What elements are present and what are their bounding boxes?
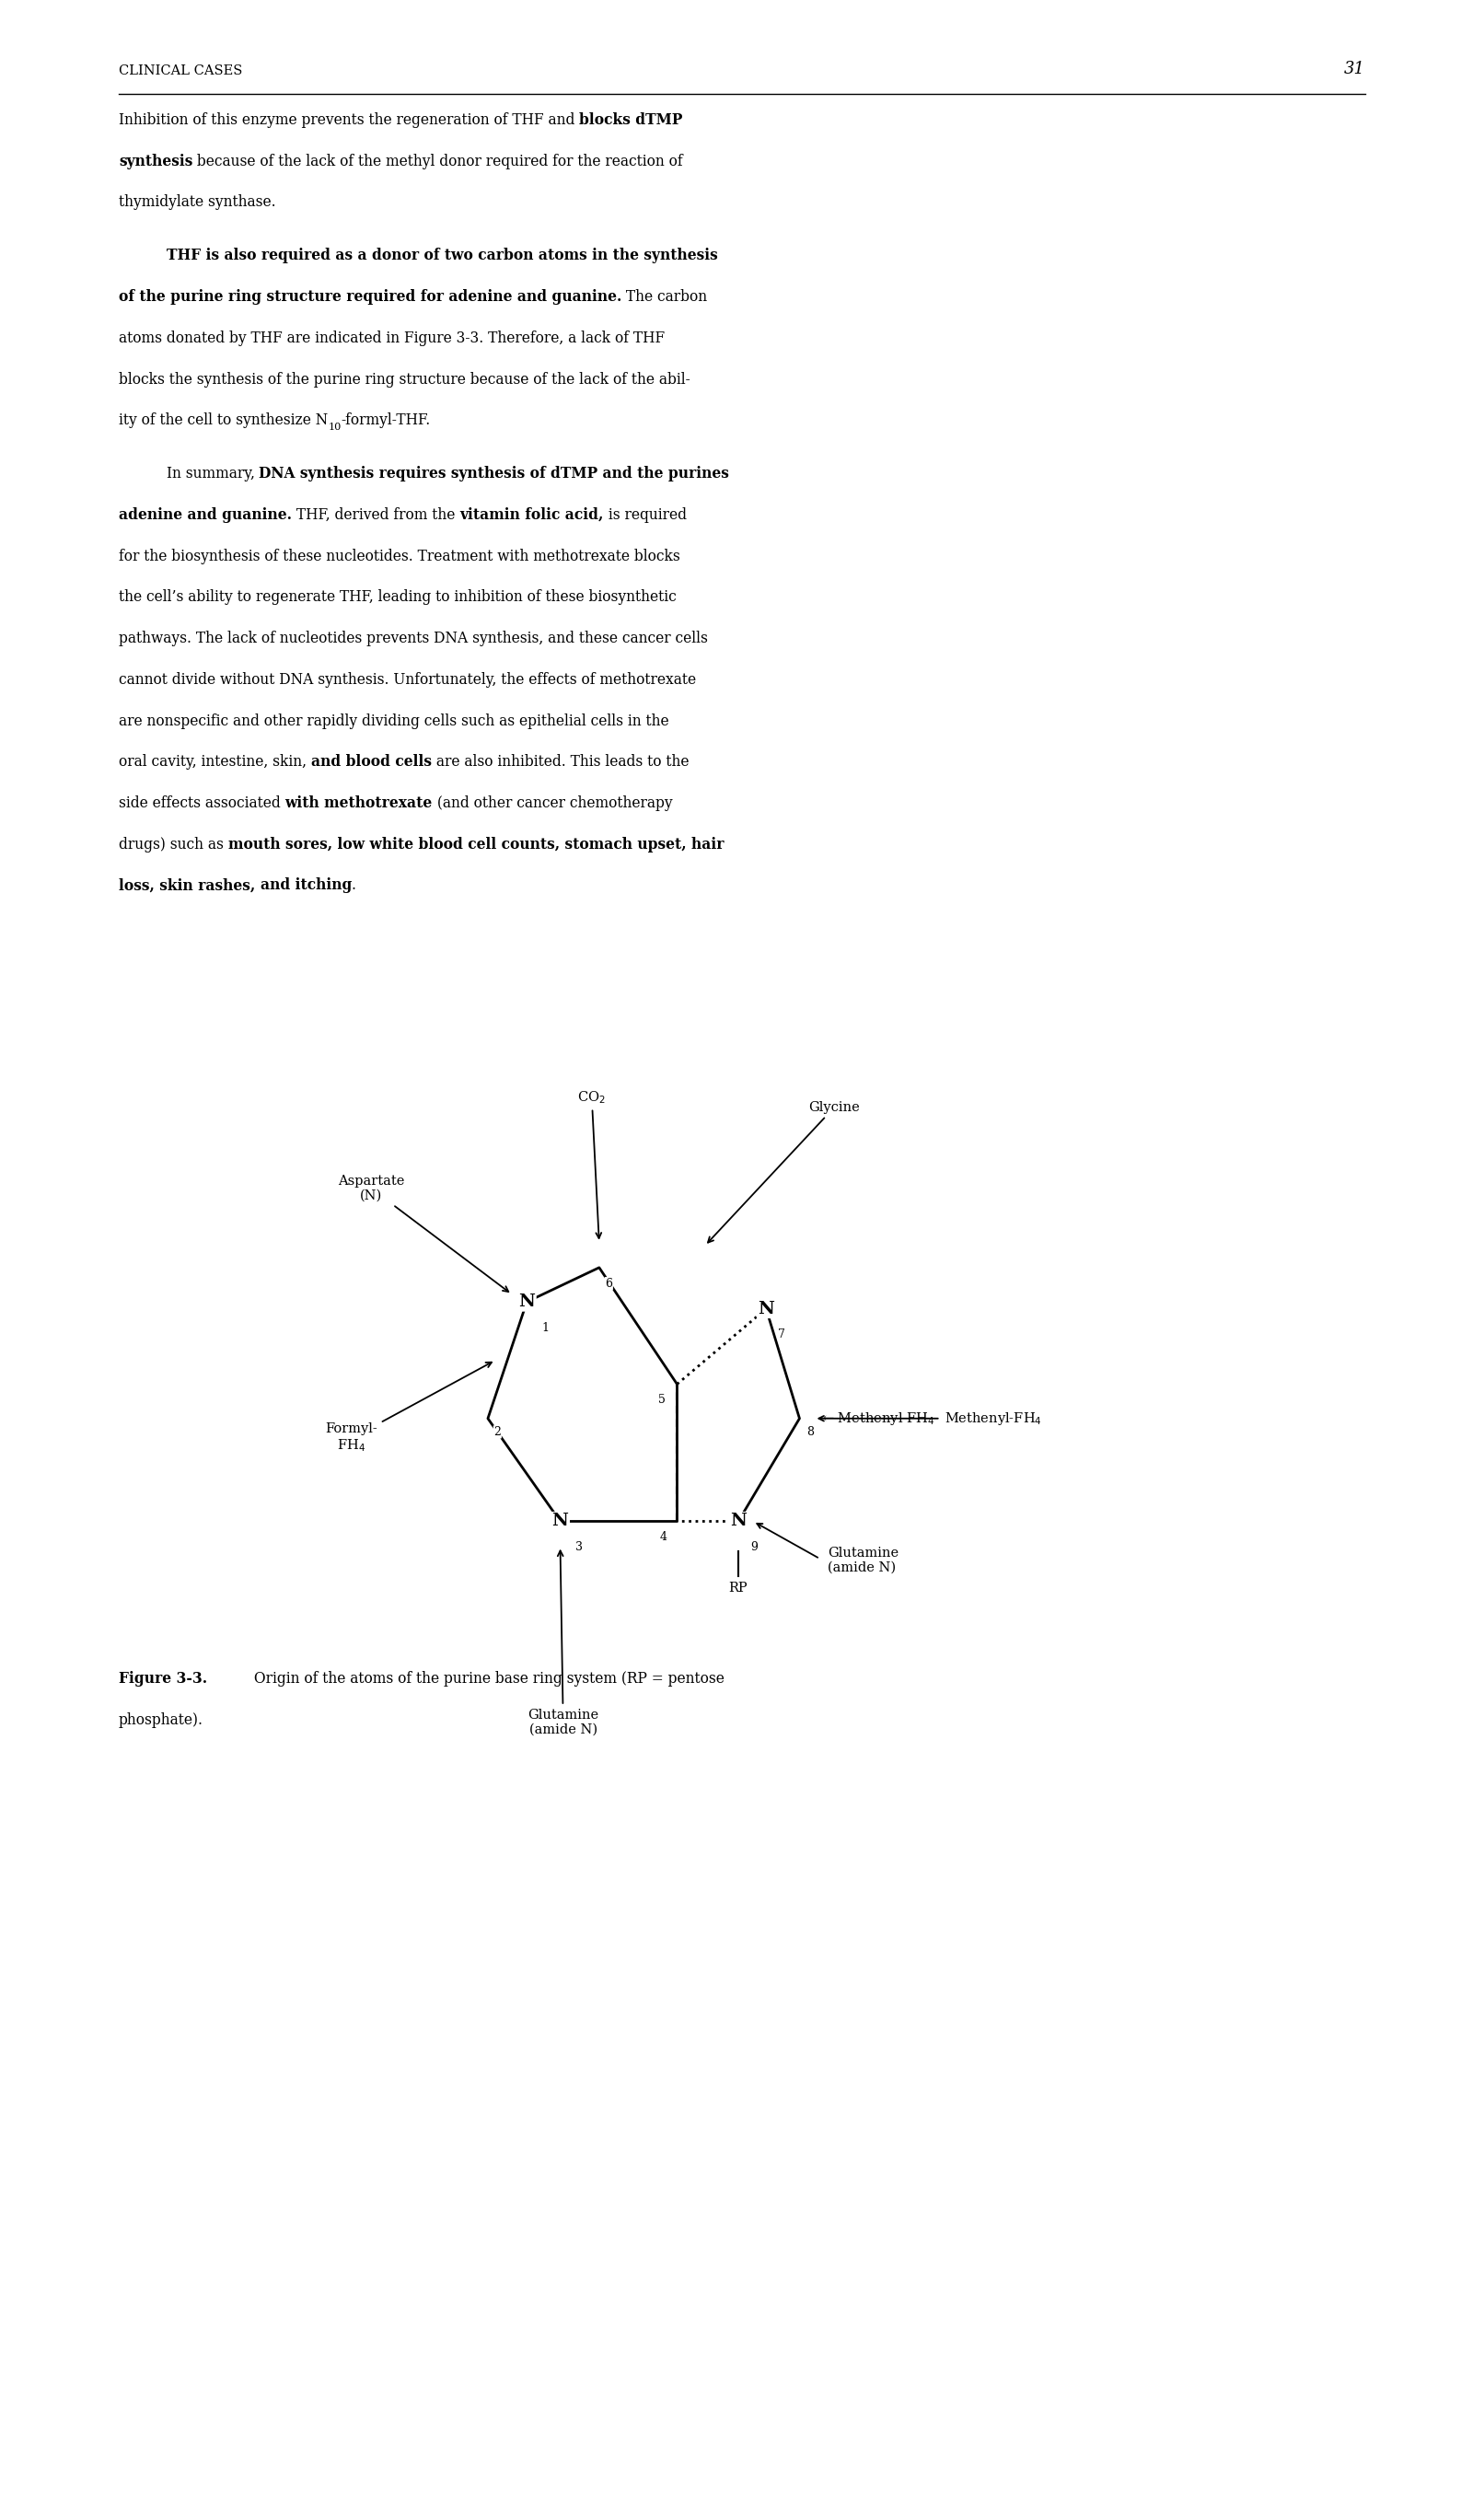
Text: are nonspecific and other rapidly dividing cells such as epithelial cells in the: are nonspecific and other rapidly dividi… xyxy=(119,713,669,728)
Text: (and other cancer chemotherapy: (and other cancer chemotherapy xyxy=(432,796,672,811)
Text: thymidylate synthase.: thymidylate synthase. xyxy=(119,195,276,209)
Text: N: N xyxy=(518,1294,536,1309)
Text: the cell’s ability to regenerate THF, leading to inhibition of these biosyntheti: the cell’s ability to regenerate THF, le… xyxy=(119,589,677,606)
Text: 4: 4 xyxy=(659,1531,666,1544)
Text: oral cavity, intestine, skin,: oral cavity, intestine, skin, xyxy=(119,753,312,771)
Text: blocks the synthesis of the purine ring structure because of the lack of the abi: blocks the synthesis of the purine ring … xyxy=(119,372,690,387)
Text: Inhibition of this enzyme prevents the regeneration of THF and: Inhibition of this enzyme prevents the r… xyxy=(119,112,579,127)
Text: 6: 6 xyxy=(605,1277,613,1289)
Text: In summary,: In summary, xyxy=(166,466,258,481)
Text: CO$_2$: CO$_2$ xyxy=(577,1090,605,1237)
Text: CLINICAL CASES: CLINICAL CASES xyxy=(119,65,242,77)
Text: N: N xyxy=(758,1299,775,1317)
Text: 5: 5 xyxy=(657,1394,665,1407)
Text: and blood cells: and blood cells xyxy=(312,753,432,771)
Text: THF is also required as a donor of two carbon atoms in the synthesis: THF is also required as a donor of two c… xyxy=(166,247,717,264)
Text: are also inhibited. This leads to the: are also inhibited. This leads to the xyxy=(432,753,689,771)
Text: loss, skin rashes,: loss, skin rashes, xyxy=(119,878,260,893)
Text: Glutamine
(amide N): Glutamine (amide N) xyxy=(528,1551,598,1736)
Text: and itching: and itching xyxy=(260,878,352,893)
Text: mouth sores, low white blood cell counts, stomach upset, hair: mouth sores, low white blood cell counts… xyxy=(229,835,724,853)
Text: Origin of the atoms of the purine base ring system (RP = pentose: Origin of the atoms of the purine base r… xyxy=(249,1671,724,1686)
Text: 7: 7 xyxy=(778,1329,785,1342)
Text: cannot divide without DNA synthesis. Unfortunately, the effects of methotrexate: cannot divide without DNA synthesis. Unf… xyxy=(119,671,696,688)
Text: RP: RP xyxy=(729,1581,748,1594)
Text: synthesis: synthesis xyxy=(119,155,193,170)
Text: 1: 1 xyxy=(542,1322,549,1334)
Text: Glycine: Glycine xyxy=(708,1100,861,1242)
Text: vitamin folic acid,: vitamin folic acid, xyxy=(460,506,604,524)
Text: side effects associated: side effects associated xyxy=(119,796,285,811)
Text: Figure 3-3.: Figure 3-3. xyxy=(119,1671,208,1686)
Text: 10: 10 xyxy=(328,421,341,431)
Text: because of the lack of the methyl donor required for the reaction of: because of the lack of the methyl donor … xyxy=(193,155,683,170)
Text: Methenyl-FH$_4$: Methenyl-FH$_4$ xyxy=(945,1409,1042,1427)
Text: The carbon: The carbon xyxy=(622,289,708,304)
Text: adenine and guanine.: adenine and guanine. xyxy=(119,506,292,524)
Text: THF, derived from the: THF, derived from the xyxy=(292,506,460,524)
Text: for the biosynthesis of these nucleotides. Treatment with methotrexate blocks: for the biosynthesis of these nucleotide… xyxy=(119,549,680,564)
Text: pathways. The lack of nucleotides prevents DNA synthesis, and these cancer cells: pathways. The lack of nucleotides preven… xyxy=(119,631,708,646)
Text: N: N xyxy=(730,1514,746,1529)
Text: DNA synthesis requires synthesis of dTMP and the purines: DNA synthesis requires synthesis of dTMP… xyxy=(258,466,729,481)
Text: 8: 8 xyxy=(807,1427,815,1439)
Text: with methotrexate: with methotrexate xyxy=(285,796,432,811)
Text: of the purine ring structure required for adenine and guanine.: of the purine ring structure required fo… xyxy=(119,289,622,304)
Text: 9: 9 xyxy=(749,1541,757,1554)
Text: 2: 2 xyxy=(494,1427,502,1439)
Text: Glutamine
(amide N): Glutamine (amide N) xyxy=(828,1546,898,1574)
Text: phosphate).: phosphate). xyxy=(119,1713,203,1728)
Text: 31: 31 xyxy=(1345,60,1365,77)
Text: ← Methenyl-FH$_4$: ← Methenyl-FH$_4$ xyxy=(813,1409,935,1427)
Text: ity of the cell to synthesize N: ity of the cell to synthesize N xyxy=(119,412,328,429)
Text: is required: is required xyxy=(604,506,687,524)
Text: N: N xyxy=(552,1514,568,1529)
Text: Formyl-
FH$_4$: Formyl- FH$_4$ xyxy=(325,1362,491,1454)
Text: drugs) such as: drugs) such as xyxy=(119,835,229,853)
Text: atoms donated by THF are indicated in Figure 3-3. Therefore, a lack of THF: atoms donated by THF are indicated in Fi… xyxy=(119,329,665,347)
Text: Aspartate
(N): Aspartate (N) xyxy=(338,1175,509,1292)
Text: 3: 3 xyxy=(576,1541,582,1554)
Text: .: . xyxy=(352,878,356,893)
Text: blocks dTMP: blocks dTMP xyxy=(579,112,683,127)
Text: -formyl-THF.: -formyl-THF. xyxy=(341,412,430,429)
